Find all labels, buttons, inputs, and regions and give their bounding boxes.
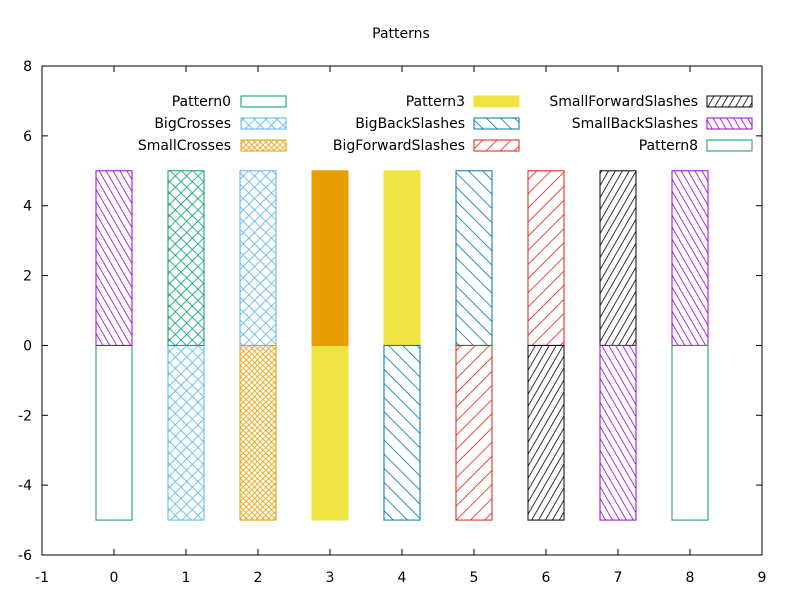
legend-swatch bbox=[240, 117, 287, 130]
x-tick-label: 5 bbox=[470, 570, 479, 586]
y-tick-label: 2 bbox=[23, 269, 32, 285]
x-tick-label: 8 bbox=[686, 570, 695, 586]
legend: Pattern0 BigCrosses SmallCrosses Pattern3 Bi… bbox=[138, 94, 753, 154]
legend-swatch bbox=[706, 139, 753, 152]
y-tick-label: 8 bbox=[23, 59, 32, 75]
x-tick-label: 2 bbox=[254, 570, 263, 586]
chart-title: Patterns bbox=[372, 26, 430, 42]
plot-area bbox=[95, 170, 709, 521]
x-tick-label: 4 bbox=[398, 570, 407, 586]
bar bbox=[167, 344, 205, 521]
bar bbox=[455, 344, 493, 521]
legend-label: BigCrosses bbox=[154, 116, 231, 132]
legend-swatch bbox=[706, 117, 753, 130]
legend-label: BigBackSlashes bbox=[355, 116, 465, 132]
y-tick-label: -6 bbox=[18, 548, 32, 564]
bar bbox=[167, 170, 205, 346]
legend-swatch bbox=[240, 95, 287, 108]
legend-label: Pattern3 bbox=[406, 94, 465, 110]
legend-swatch bbox=[473, 95, 520, 108]
bar bbox=[671, 170, 709, 346]
bar bbox=[599, 344, 637, 521]
legend-swatch bbox=[473, 139, 520, 152]
y-tick-label: 4 bbox=[23, 199, 32, 215]
legend-swatch bbox=[706, 95, 753, 108]
legend-label: Pattern8 bbox=[639, 138, 698, 154]
legend-label: BigForwardSlashes bbox=[333, 138, 465, 154]
bar bbox=[599, 170, 637, 346]
legend-label: SmallCrosses bbox=[138, 138, 231, 154]
x-tick-label: 9 bbox=[758, 570, 767, 586]
bar bbox=[527, 344, 565, 521]
bar bbox=[383, 170, 421, 346]
bar bbox=[95, 344, 133, 521]
bar bbox=[383, 344, 421, 521]
y-tick-label: -2 bbox=[18, 408, 32, 424]
legend-swatch bbox=[240, 139, 287, 152]
x-tick-label: 0 bbox=[110, 570, 119, 586]
bar bbox=[311, 170, 349, 346]
y-tick-label: -4 bbox=[18, 478, 32, 494]
bar bbox=[311, 344, 349, 521]
bar bbox=[527, 170, 565, 346]
legend-swatch bbox=[473, 117, 520, 130]
bar bbox=[671, 344, 709, 521]
x-tick-label: 3 bbox=[326, 570, 335, 586]
y-tick-label: 6 bbox=[23, 129, 32, 145]
bar bbox=[239, 170, 277, 346]
y-tick-label: 0 bbox=[23, 338, 32, 354]
x-tick-label: -1 bbox=[35, 570, 49, 586]
bar bbox=[455, 170, 493, 346]
bar bbox=[95, 170, 133, 346]
legend-label: SmallForwardSlashes bbox=[549, 94, 698, 110]
legend-label: Pattern0 bbox=[172, 94, 231, 110]
legend-label: SmallBackSlashes bbox=[572, 116, 698, 132]
axes: -1 0 1 2 3 4 5 6 7 8 9 -6 -4 -2 0 2 4 6 8 bbox=[18, 59, 766, 586]
x-tick-label: 7 bbox=[614, 570, 623, 586]
x-tick-label: 6 bbox=[542, 570, 551, 586]
bar bbox=[239, 344, 277, 521]
x-tick-label: 1 bbox=[182, 570, 191, 586]
